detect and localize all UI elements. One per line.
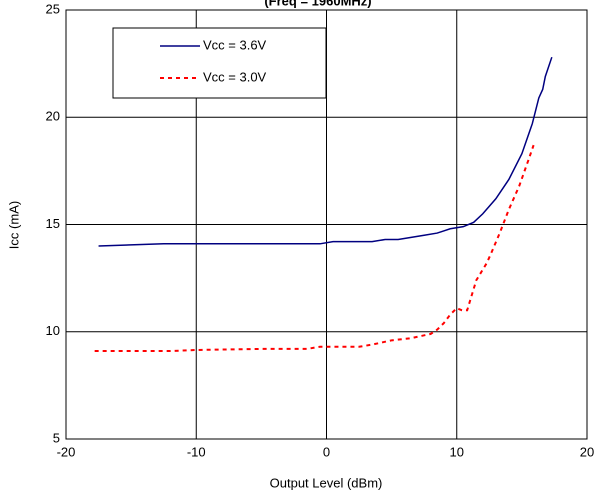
legend-label: Vcc = 3.6V: [203, 37, 267, 52]
x-tick-label: -20: [57, 444, 76, 459]
x-tick-label: 0: [323, 444, 330, 459]
y-tick-label: 15: [46, 216, 60, 231]
plot-border: [65, 9, 588, 440]
y-tick-label: 5: [53, 430, 60, 445]
y-axis-label: Icc (mA): [6, 201, 21, 249]
legend-box: [112, 27, 327, 99]
x-tick-label: -10: [187, 444, 206, 459]
y-tick-label: 20: [46, 109, 60, 124]
series-line: [98, 56, 553, 247]
legend-label: Vcc = 3.0V: [203, 69, 267, 84]
y-tick-label: 10: [46, 323, 60, 338]
chart-title: (Freq = 1960MHz): [264, 0, 371, 8]
x-tick-label: 10: [450, 444, 464, 459]
x-tick-label: 20: [580, 444, 594, 459]
x-axis-label: Output Level (dBm): [270, 475, 383, 490]
y-tick-label: 25: [46, 1, 60, 16]
series-line: [94, 144, 535, 353]
